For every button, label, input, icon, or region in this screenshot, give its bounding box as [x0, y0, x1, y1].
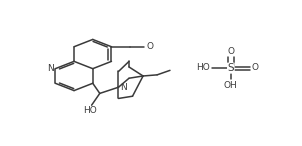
Text: HO: HO: [197, 63, 210, 72]
Text: O: O: [252, 63, 259, 72]
Text: N: N: [120, 83, 127, 92]
Text: O: O: [146, 42, 154, 51]
Text: OH: OH: [224, 81, 238, 90]
Text: O: O: [227, 47, 234, 56]
Text: S: S: [227, 63, 234, 73]
Text: HO: HO: [84, 106, 97, 115]
Text: N: N: [47, 64, 54, 73]
